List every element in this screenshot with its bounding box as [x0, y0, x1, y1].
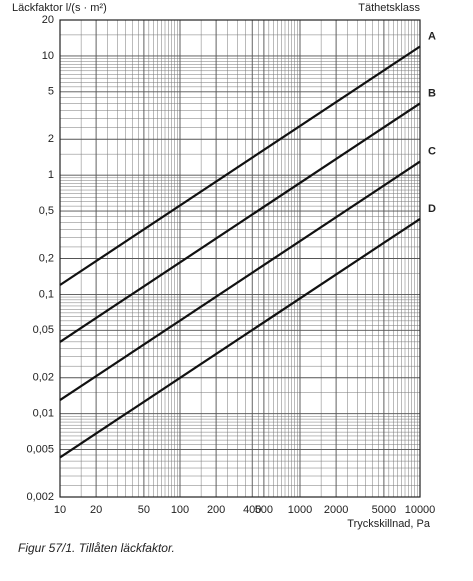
y-tick-label: 5	[48, 86, 54, 98]
series-line	[59, 217, 421, 459]
legend-title: Täthetsklass	[358, 2, 420, 14]
x-tick-label: 500	[255, 504, 273, 516]
caption: Figur 57/1. Tillåten läckfaktor.	[18, 541, 175, 555]
x-tick-label: 5000	[372, 504, 396, 516]
x-tick-label: 50	[138, 504, 150, 516]
y-tick-label: 0,02	[33, 372, 54, 384]
x-tick-label: 400	[243, 504, 261, 516]
x-tick-label: 10	[54, 504, 66, 516]
series-label: C	[428, 145, 436, 157]
x-tick-label: 1000	[288, 504, 312, 516]
y-axis-label: Läckfaktor l/(s · m²)	[12, 2, 107, 14]
y-tick-label: 0,5	[39, 205, 54, 217]
x-tick-label: 10000	[405, 504, 436, 516]
y-tick-label: 0,01	[33, 408, 54, 420]
x-tick-label: 20	[90, 504, 102, 516]
y-tick-label: 0,05	[33, 324, 54, 336]
x-tick-label: 100	[171, 504, 189, 516]
series-label: B	[428, 87, 436, 99]
series-label: A	[428, 30, 436, 42]
y-tick-label: 0,005	[26, 443, 54, 455]
y-tick-label: 20	[42, 14, 54, 26]
series-line	[59, 102, 421, 343]
plot-frame	[59, 19, 421, 498]
y-tick-label: 0,1	[39, 288, 54, 300]
y-tick-label: 2	[48, 133, 54, 145]
y-tick-label: 0,002	[26, 491, 54, 503]
series-line	[59, 45, 421, 286]
y-tick-label: 1	[48, 169, 54, 181]
x-tick-label: 200	[207, 504, 225, 516]
series-label: D	[428, 203, 436, 215]
series-line	[59, 160, 421, 402]
y-tick-label: 0,2	[39, 252, 54, 264]
x-axis-label: Tryckskillnad, Pa	[347, 518, 431, 530]
x-tick-label: 2000	[324, 504, 348, 516]
y-tick-label: 10	[42, 50, 54, 62]
